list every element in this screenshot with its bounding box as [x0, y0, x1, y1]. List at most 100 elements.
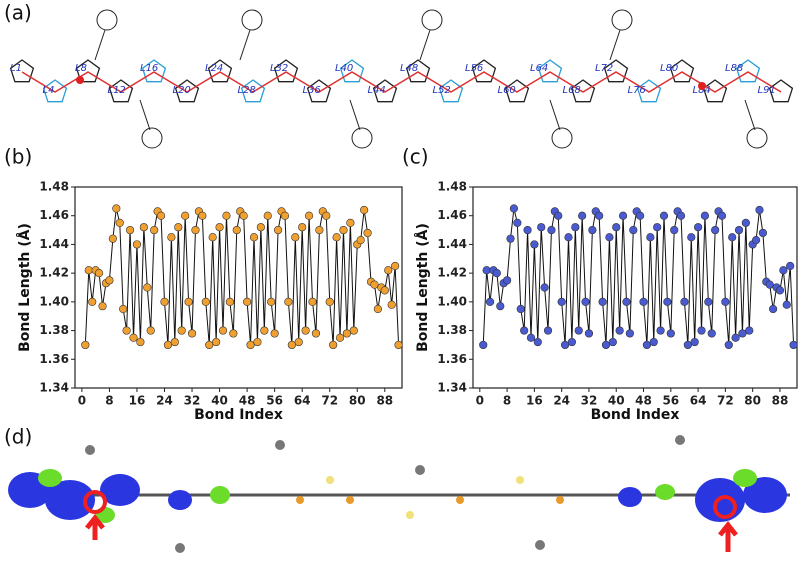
data-point: [704, 297, 713, 306]
data-point: [564, 233, 573, 242]
chart-title: (c): [402, 145, 429, 169]
data-point: [150, 225, 159, 235]
data-point: [108, 234, 117, 243]
data-point: [786, 261, 795, 271]
bond-label: L80: [660, 63, 678, 74]
molecule: L1 L4 L8 L12 L16 L20 L24 L28 L32 L36 L40 L44 L48 L52 L…: [9, 9, 794, 149]
data-point: [119, 304, 128, 314]
data-point: [533, 337, 542, 347]
side-ring: [421, 9, 443, 31]
ring: [603, 59, 629, 83]
data-point: [765, 280, 774, 289]
data-point: [578, 211, 587, 220]
data-point: [143, 283, 152, 292]
data-point: [98, 302, 107, 311]
bond-label: L36: [303, 85, 321, 96]
data-point: [177, 326, 186, 335]
x-tick-label: 8: [503, 394, 511, 408]
data-point: [745, 326, 754, 335]
side-ring: [746, 127, 768, 149]
bond-label: L16: [140, 63, 158, 74]
side-chain: [239, 29, 251, 61]
data-point: [201, 297, 210, 306]
data-point: [373, 304, 383, 314]
data-point: [503, 276, 512, 285]
data-point: [738, 329, 747, 338]
data-point: [618, 211, 628, 220]
data-point: [717, 211, 727, 220]
backbone: [21, 71, 782, 93]
data-point: [287, 340, 296, 350]
ring: [339, 59, 365, 83]
side-ring: [141, 127, 163, 149]
data-point: [339, 225, 348, 235]
ring: [405, 59, 431, 83]
bond-label: L40: [335, 63, 353, 74]
data-point: [605, 233, 614, 242]
data-point: [700, 211, 710, 220]
ring: [141, 59, 167, 83]
data-point: [584, 329, 594, 338]
data-point: [332, 233, 341, 242]
data-point: [205, 340, 214, 350]
orbital-image: [8, 435, 790, 553]
data-point: [132, 240, 142, 249]
data-point: [734, 225, 744, 235]
bond-label: L12: [108, 85, 126, 96]
y-tick-label: 1.36: [437, 352, 467, 366]
data-point: [659, 211, 669, 220]
bond-label: L84: [693, 85, 711, 96]
data-point: [530, 240, 539, 249]
ring: [273, 59, 299, 83]
data-point: [779, 266, 788, 275]
bond-label: L91: [758, 85, 776, 96]
x-tick-label: 16: [526, 394, 543, 408]
data-point: [526, 333, 536, 342]
data-point: [560, 340, 570, 350]
data-point: [322, 211, 331, 220]
y-tick-label: 1.36: [39, 352, 69, 366]
data-point: [218, 326, 228, 335]
x-tick-label: 16: [129, 394, 146, 408]
data-point: [690, 337, 699, 347]
data-point: [301, 326, 310, 335]
plot-frame: [472, 186, 798, 389]
data-point: [707, 329, 716, 338]
bond-label: L4: [43, 85, 55, 96]
data-point: [629, 225, 638, 235]
data-point: [291, 233, 300, 242]
data-point: [653, 223, 662, 232]
data-point: [105, 276, 114, 285]
data-point: [482, 266, 491, 275]
ring: [75, 59, 101, 83]
data-point: [567, 337, 577, 347]
data-point: [680, 297, 689, 306]
data-point: [184, 297, 193, 306]
side-ring: [351, 127, 373, 149]
data-point: [88, 297, 97, 306]
bond-label: L52: [433, 85, 451, 96]
data-point: [181, 211, 190, 220]
data-point: [639, 297, 648, 306]
data-point: [751, 236, 761, 245]
data-point: [384, 266, 393, 275]
data-point: [342, 329, 352, 338]
data-point: [595, 211, 604, 220]
y-tick-label: 1.46: [39, 208, 69, 222]
data-point: [249, 233, 259, 242]
bond-label: L24: [205, 63, 223, 74]
data-point: [115, 218, 124, 227]
side-chain: [609, 29, 621, 61]
data-point: [363, 228, 372, 238]
bond-label: L60: [498, 85, 516, 96]
x-tick-label: 88: [376, 394, 393, 408]
data-point: [239, 211, 248, 220]
data-point: [308, 297, 317, 306]
side-ring: [96, 9, 118, 31]
data-point: [598, 297, 607, 306]
data-point: [608, 337, 617, 347]
data-point: [554, 211, 563, 220]
data-point: [509, 204, 519, 213]
x-axis-label: Bond Index: [591, 407, 680, 423]
data-point: [581, 297, 590, 306]
